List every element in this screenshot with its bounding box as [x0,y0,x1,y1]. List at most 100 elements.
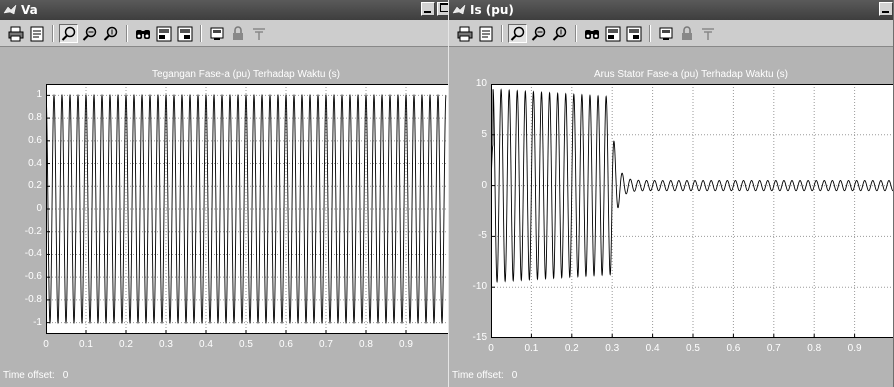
restore-axes-button[interactable] [175,24,194,43]
y-tick-label: -0.6 [24,271,42,283]
x-tick-label: 0 [43,339,49,350]
parameters-icon [659,27,672,40]
scope-toolbar [449,20,893,47]
plot-area [491,84,893,338]
zoom-x-button[interactable] [80,24,99,43]
x-tick-label: 0.7 [319,339,333,350]
parameters-button[interactable] [207,24,226,43]
y-tick-label: 10 [475,78,487,89]
y-tick-label: 1 [36,89,42,101]
x-tick-label: 0.6 [726,343,741,354]
plot-axes-va[interactable] [46,84,452,334]
signal-line [46,93,447,325]
y-tick-label: 0.8 [28,112,42,124]
floating-scope-button[interactable] [249,24,268,43]
y-tick-label: -0.2 [24,225,42,237]
time-offset-value: 0 [511,370,518,381]
find-button[interactable] [582,24,601,43]
lock-icon [232,25,243,40]
y-tick-label: 0 [36,203,42,214]
x-tick-label: 0.3 [605,343,620,354]
zoom-y-button[interactable] [101,24,120,43]
floating-scope-button[interactable] [698,24,717,43]
zoom-button[interactable] [59,24,78,43]
restore-axes-button[interactable] [624,24,643,43]
x-tick-label: 0.2 [564,343,579,354]
zoom-y-icon [552,26,566,41]
print-button[interactable] [6,24,25,43]
zoom-x-icon [531,26,545,41]
minimize-button[interactable] [421,2,435,16]
zoom-x-icon [82,26,96,41]
plot-title: Arus Stator Fase-a (pu) Terhadap Waktu (… [594,69,788,80]
x-tick-label: 0.2 [119,339,133,350]
x-tick-label: 0 [488,343,494,354]
zoom-y-icon [103,26,117,41]
plot-area [46,84,451,334]
y-tick-label: -0.4 [24,248,42,260]
restore-axes-icon [177,26,192,41]
zoom-button[interactable] [508,24,527,43]
matlab-logo-icon [3,4,17,15]
y-tick-label: 5 [481,128,487,140]
y-tick-label: 0 [481,179,487,191]
lock-button[interactable] [677,24,696,43]
print-figure-icon [30,26,43,41]
window-title: Va [21,3,38,17]
zoom-x-button[interactable] [529,24,548,43]
time-offset-value: 0 [62,370,69,381]
x-tick-label: 0.1 [524,343,539,354]
x-tick-label: 0.5 [239,339,253,350]
x-tick-label: 0.9 [399,339,413,350]
save-axes-button[interactable] [154,24,173,43]
x-tick-label: 0.3 [159,339,173,350]
save-axes-icon [156,26,171,41]
x-tick-label: 0.4 [199,339,213,350]
y-tick-label: -10 [472,281,487,293]
print-button[interactable] [455,24,474,43]
title-bar[interactable]: Is (pu) [449,0,893,20]
scope-window-va: Va [0,0,452,387]
parameters-button[interactable] [656,24,675,43]
x-tick-label: 0.5 [686,343,700,354]
save-axes-button[interactable] [603,24,622,43]
print-icon [457,26,472,41]
floating-scope-icon [252,27,265,40]
window-title: Is (pu) [470,3,514,17]
y-tick-label: 0.2 [28,180,42,192]
x-tick-label: 0.8 [807,343,822,354]
y-tick-label: 0.6 [28,134,42,146]
plot-axes-is[interactable] [491,84,894,338]
print-figure-button[interactable] [27,24,46,43]
zoom-icon [510,26,524,41]
scope-window-is: Is (pu) [448,0,894,387]
y-tick-label: 0.4 [28,157,42,169]
y-tick-label: -5 [478,230,487,242]
print-figure-button[interactable] [476,24,495,43]
time-offset: Time offset: 0 [452,370,517,381]
scope-toolbar [0,20,451,47]
floating-scope-icon [701,27,714,40]
print-icon [8,26,23,41]
x-tick-label: 0.1 [79,339,93,350]
x-tick-label: 0.7 [766,343,781,354]
lock-icon [681,25,692,40]
zoom-y-button[interactable] [550,24,569,43]
time-offset-label: Time offset: [452,370,504,381]
restore-axes-icon [626,26,641,41]
find-icon [135,29,150,39]
signal-line [491,88,893,284]
find-icon [584,29,599,39]
x-tick-label: 0.8 [359,339,373,350]
x-tick-label: 0.9 [847,343,862,354]
minimize-button[interactable] [879,2,893,16]
time-offset-label: Time offset: [3,370,55,381]
print-figure-icon [479,26,492,41]
y-tick-label: -15 [472,332,487,343]
find-button[interactable] [133,24,152,43]
y-tick-label: -1 [33,316,42,328]
lock-button[interactable] [228,24,247,43]
title-bar[interactable]: Va [0,0,451,20]
y-tick-label: -0.8 [24,293,42,305]
save-axes-icon [605,26,620,41]
